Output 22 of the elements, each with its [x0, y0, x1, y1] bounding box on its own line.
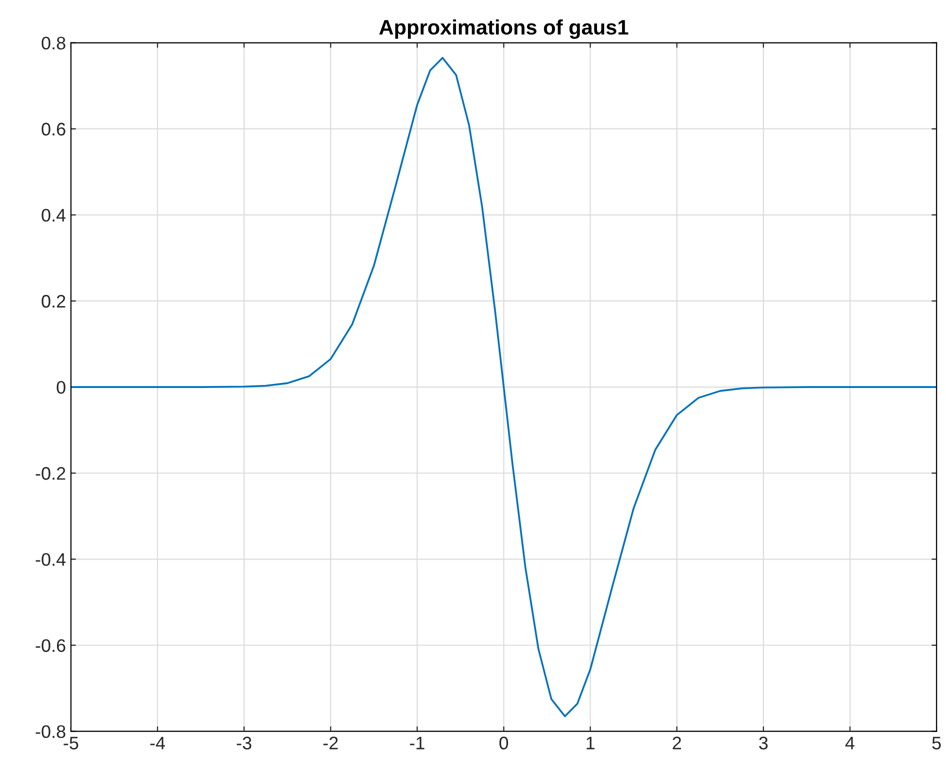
line-series — [70, 56, 937, 718]
x-tick-label: 2 — [672, 736, 681, 750]
chart-title: Approximations of gaus1 — [379, 19, 628, 39]
x-tick-label: 1 — [586, 736, 594, 750]
y-tick-label: 0.4 — [42, 208, 66, 222]
y-tick-label: 0 — [56, 380, 66, 394]
y-tick-label: 0.8 — [42, 36, 66, 50]
y-tick-label: -0.8 — [36, 725, 66, 738]
x-tick-label: -4 — [150, 736, 166, 750]
y-tick-label: -0.4 — [36, 553, 66, 566]
y-tick-label: 0.2 — [42, 294, 66, 308]
x-tick-label: 5 — [932, 736, 941, 750]
x-tick-label: -2 — [323, 736, 338, 750]
y-tick-label: -0.2 — [36, 467, 66, 480]
y-tick-label: 0.6 — [42, 122, 66, 136]
x-tick-label: 4 — [845, 736, 854, 750]
y-tick-label: -0.6 — [36, 639, 66, 652]
x-tick-label: -1 — [410, 736, 424, 750]
x-tick-label: 0 — [499, 736, 508, 750]
x-tick-label: -3 — [236, 736, 252, 750]
x-tick-label: 3 — [759, 736, 768, 750]
x-tick-label: -5 — [64, 736, 78, 750]
